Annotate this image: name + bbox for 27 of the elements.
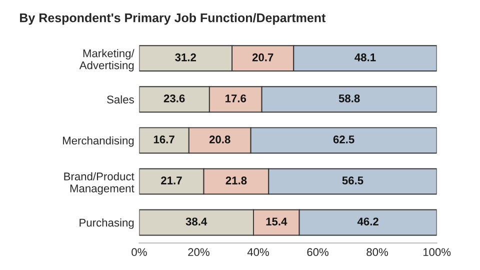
data-label: 48.1 <box>354 53 376 62</box>
data-label: 16.7 <box>154 136 174 144</box>
y-tick-label: Purchasing <box>80 218 134 229</box>
x-tick-label: 60% <box>307 248 328 256</box>
chart-title: By Respondent's Primary Job Function/Department <box>20 13 326 25</box>
y-tick-label: Merchandising <box>62 136 134 147</box>
data-label: 31.2 <box>175 53 196 62</box>
x-tick-label: 0% <box>132 248 147 256</box>
data-label: 23.6 <box>164 94 185 102</box>
x-tick-label: 80% <box>366 248 388 256</box>
data-label: 15.4 <box>266 218 288 226</box>
y-tick-label: Brand/Product Management <box>64 172 134 195</box>
data-label: 17.6 <box>226 94 246 102</box>
data-label: 58.8 <box>338 94 360 102</box>
data-label: 21.7 <box>161 176 182 184</box>
data-label: 21.8 <box>226 176 247 184</box>
data-label: 46.2 <box>357 218 378 226</box>
y-tick-label: Marketing/ Advertising <box>79 49 134 72</box>
data-label: 20.7 <box>252 53 274 62</box>
y-tick-label: Sales <box>107 95 134 104</box>
data-label: 38.4 <box>186 218 208 226</box>
data-label: 20.8 <box>209 136 230 144</box>
x-tick-label: 100% <box>423 248 451 256</box>
data-label: 62.5 <box>333 136 354 144</box>
x-tick-label: 20% <box>188 248 210 256</box>
data-label: 56.5 <box>342 176 364 184</box>
x-tick-label: 40% <box>247 248 269 256</box>
